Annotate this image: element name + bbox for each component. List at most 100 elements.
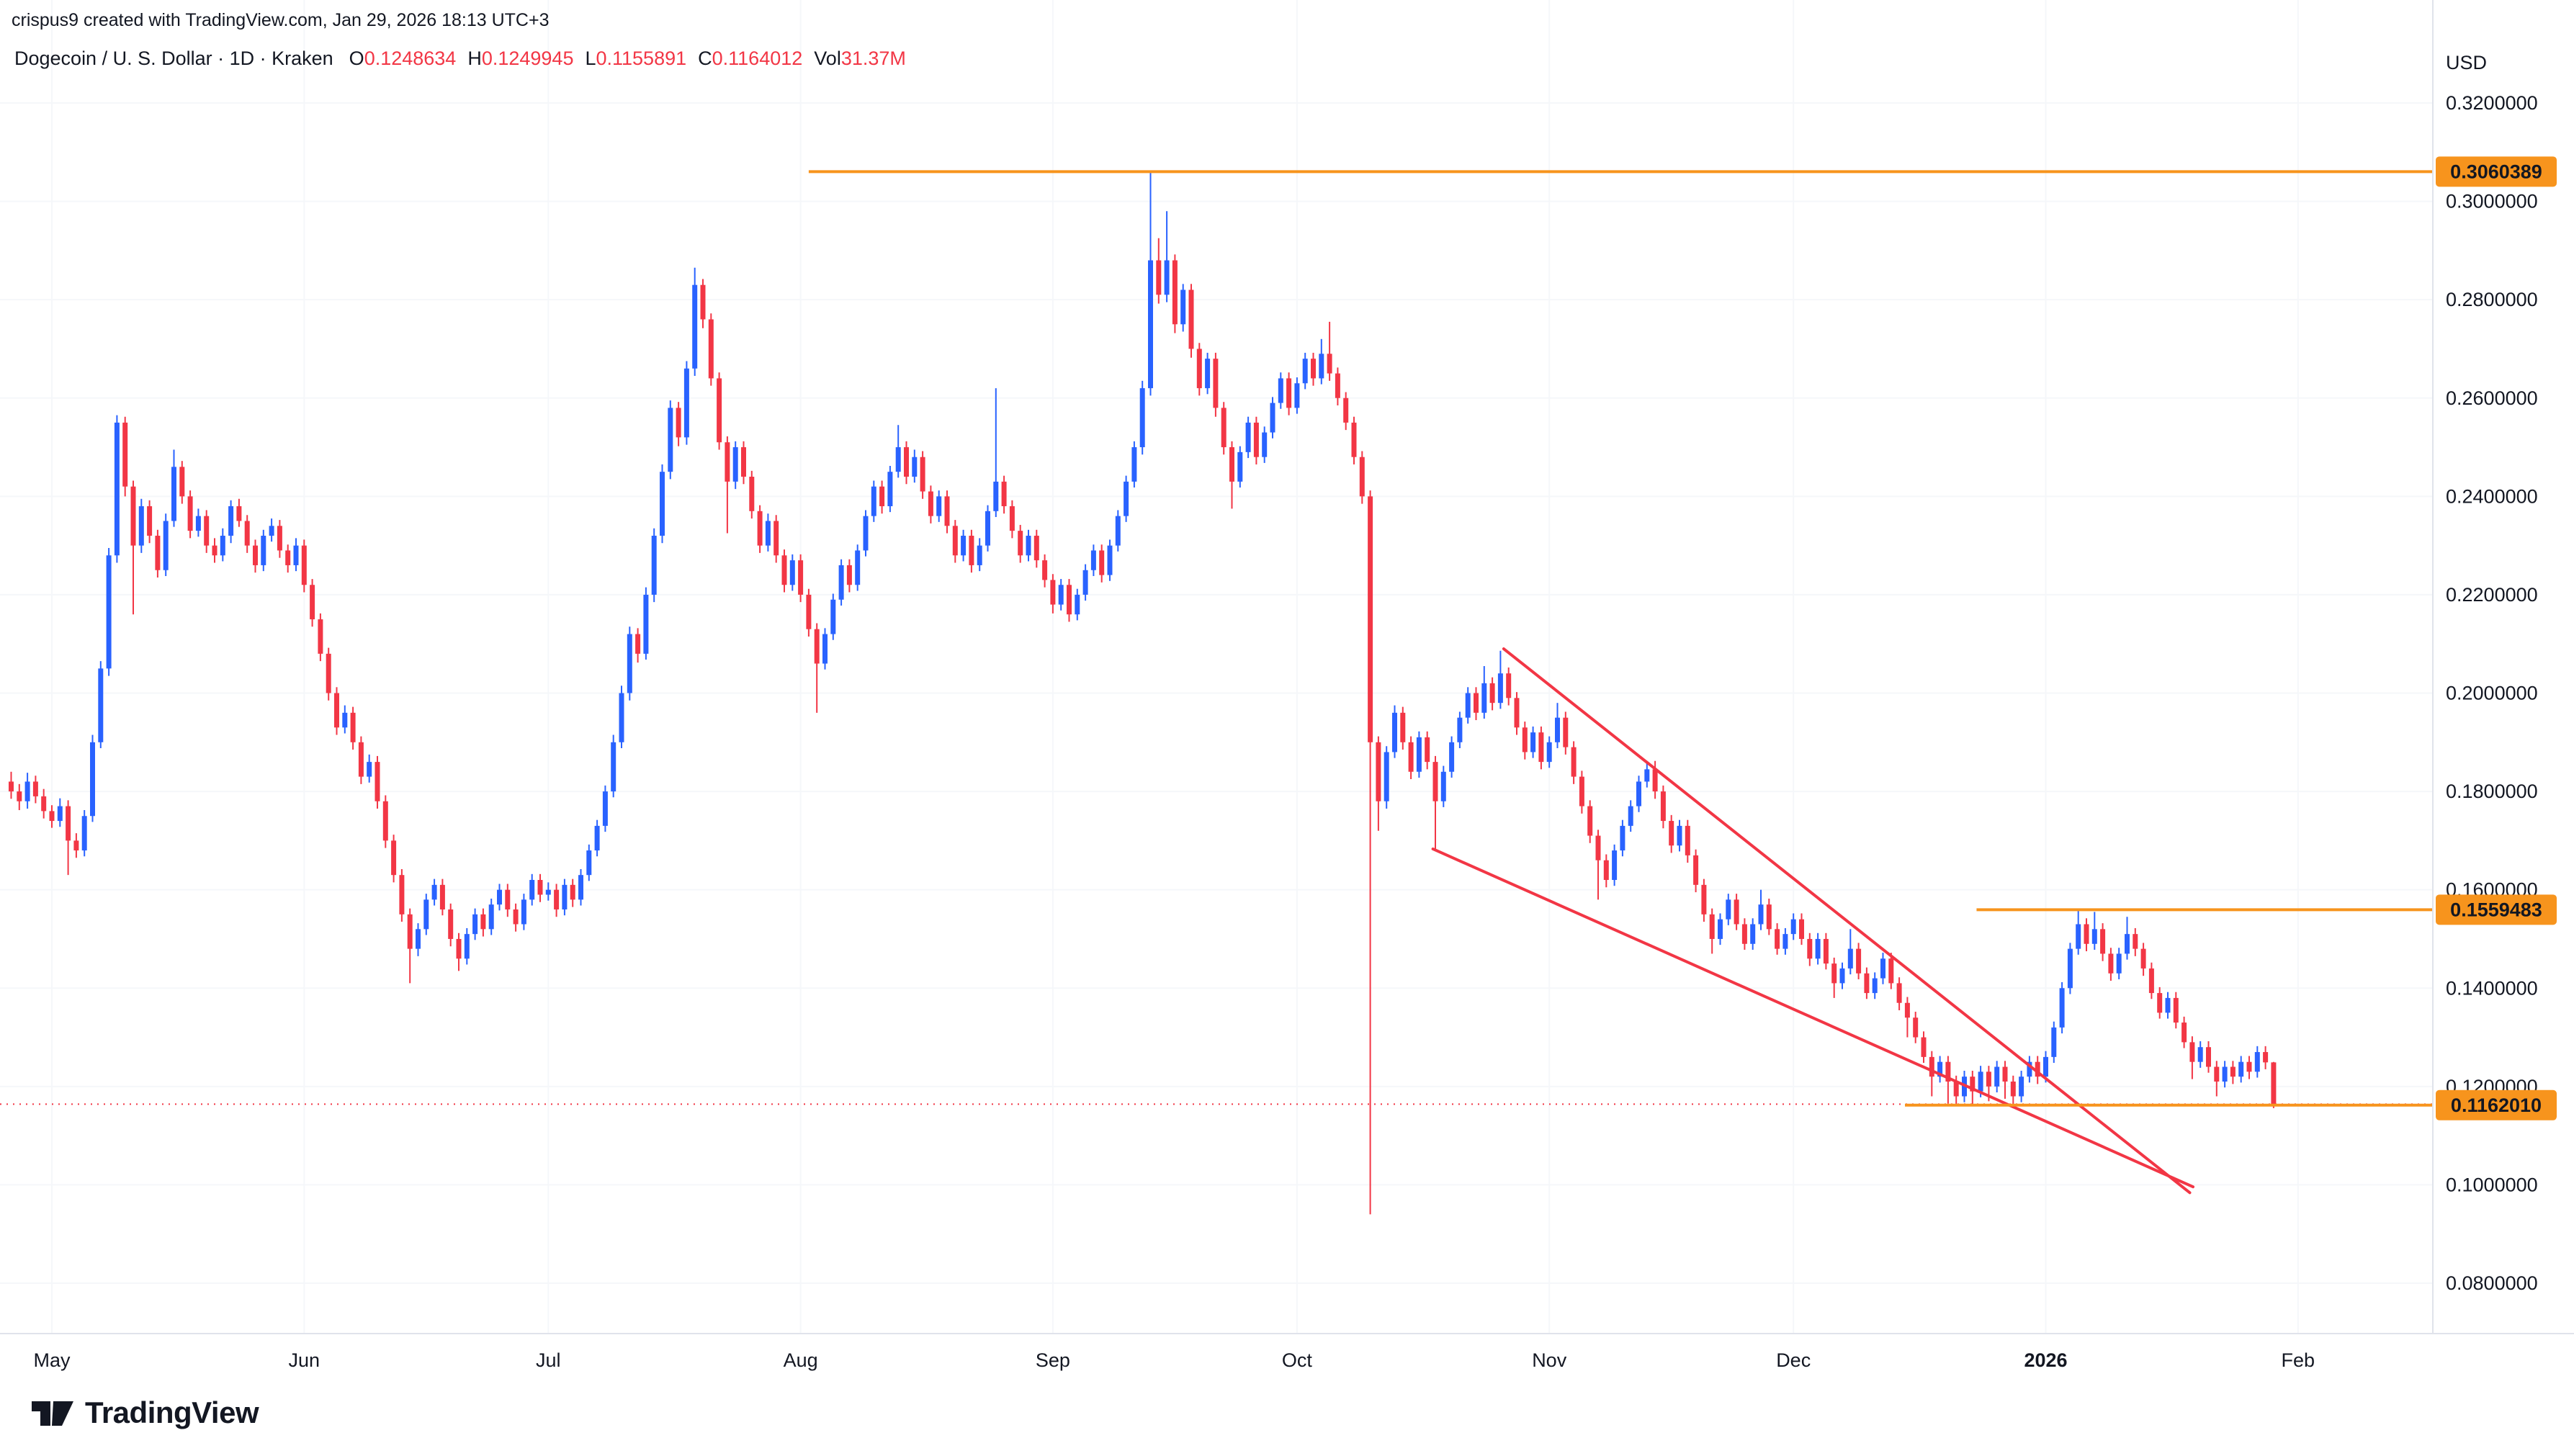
candle: [952, 520, 958, 563]
candle: [1839, 962, 1845, 989]
candle-body: [497, 889, 502, 905]
candle: [1449, 736, 1455, 778]
candle: [904, 441, 909, 485]
candle: [1595, 830, 1601, 900]
candle: [1148, 171, 1153, 396]
candle: [928, 485, 933, 523]
candle-body: [830, 599, 836, 634]
candle: [1669, 814, 1674, 853]
candle: [73, 833, 79, 858]
candle: [1741, 918, 1747, 950]
candle-body: [619, 693, 624, 742]
candle: [277, 520, 282, 558]
candle-body: [1400, 712, 1406, 742]
candle: [2140, 943, 2146, 976]
ray-price-tag[interactable]: 0.3060389: [2436, 156, 2557, 187]
symbol-title[interactable]: Dogecoin / U. S. Dollar · 1D · Kraken: [14, 48, 333, 69]
price-tick-label: 0.1000000: [2446, 1174, 2538, 1195]
candle: [2214, 1061, 2220, 1097]
trend-line[interactable]: [1431, 847, 2195, 1189]
candle-body: [269, 526, 274, 536]
candle-body: [1033, 535, 1039, 561]
candle: [700, 279, 706, 328]
candle: [2116, 948, 2122, 979]
candle-body: [505, 889, 511, 909]
candle: [830, 593, 836, 640]
candle-body: [285, 550, 291, 565]
candle: [1408, 736, 1414, 780]
candle: [619, 686, 624, 748]
candle-body: [1913, 1017, 1919, 1038]
candle: [1253, 416, 1259, 464]
candle: [1018, 524, 1023, 563]
candle-body: [969, 535, 974, 565]
candle-body: [1237, 451, 1243, 482]
candle: [879, 480, 885, 514]
candle: [1376, 736, 1381, 831]
ray-price-tag[interactable]: 0.1162010: [2436, 1089, 2557, 1120]
candle-body: [993, 481, 999, 511]
time-axis[interactable]: May Jun Jul Aug Sep Oct Nov Dec 2026 Feb: [33, 1349, 2315, 1371]
candle-body: [106, 555, 112, 669]
candle-body: [66, 806, 71, 841]
candle-body: [806, 594, 812, 629]
candle: [2148, 962, 2154, 999]
tradingview-logo[interactable]: TradingView: [29, 1390, 259, 1436]
candle: [114, 415, 120, 563]
candle: [2125, 917, 2130, 960]
candle-body: [611, 742, 616, 792]
candle: [1823, 933, 1829, 970]
candle-body: [90, 742, 95, 817]
candle: [789, 554, 795, 591]
candle-body: [578, 875, 583, 900]
candle: [1294, 377, 1300, 414]
candle: [1440, 765, 1446, 807]
candle: [1587, 800, 1593, 843]
candle: [24, 773, 30, 809]
candle: [1001, 475, 1007, 514]
candle: [456, 933, 462, 971]
ray-price-tag-label: 0.3060389: [2450, 161, 2542, 182]
candle: [1124, 475, 1129, 522]
candle: [1425, 731, 1430, 770]
candle: [651, 528, 657, 603]
candle: [2254, 1046, 2260, 1078]
candle-body: [2181, 1023, 2187, 1043]
candle: [570, 878, 575, 907]
candle-body: [1139, 388, 1145, 448]
candle: [1082, 564, 1088, 601]
candle-body: [73, 840, 79, 851]
candle-body: [358, 742, 364, 777]
candle-body: [1978, 1071, 1983, 1092]
candle: [1359, 451, 1365, 504]
candle-body: [1205, 359, 1211, 389]
candle: [17, 783, 22, 811]
candle-body: [1188, 289, 1194, 349]
candle: [391, 835, 397, 883]
month-label: Sep: [1036, 1349, 1070, 1371]
candle-body: [1343, 397, 1349, 423]
candle: [1050, 574, 1056, 614]
candle-body: [1799, 919, 1804, 939]
candle: [2133, 927, 2138, 956]
attribution: crispus9 created with TradingView.com, J…: [12, 10, 550, 30]
candle: [635, 628, 641, 663]
trend-line[interactable]: [1502, 647, 2192, 1195]
candle: [407, 908, 413, 984]
candle: [2019, 1070, 2024, 1102]
candle: [944, 490, 950, 534]
candle-body: [439, 884, 445, 909]
candle: [1139, 380, 1145, 455]
candle-body: [277, 526, 282, 551]
candle: [244, 515, 250, 553]
candle: [1571, 741, 1577, 784]
candle: [2165, 992, 2171, 1019]
candle-body: [651, 535, 657, 595]
candle-body: [602, 791, 608, 826]
candle: [9, 771, 14, 799]
ray-price-tag[interactable]: 0.1559483: [2436, 894, 2557, 925]
candle-body: [676, 408, 681, 438]
candle-body: [961, 535, 967, 556]
candle-body: [228, 505, 234, 536]
